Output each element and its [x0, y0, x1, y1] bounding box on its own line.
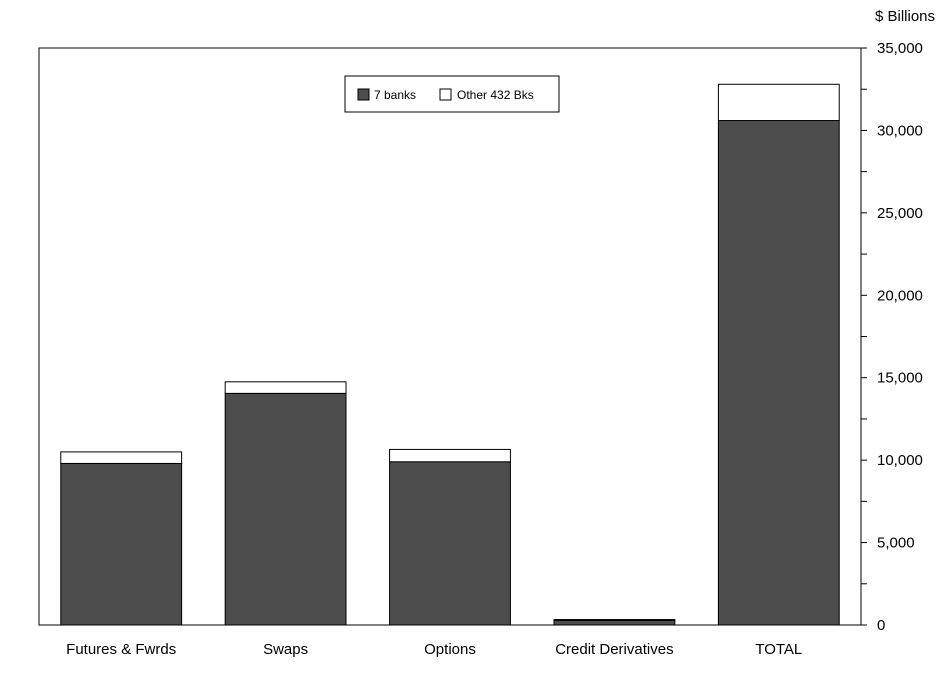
y-axis-tick-labels: 0 5,000 10,000 15,000 20,000 25,000 30,000 35,0… [877, 40, 923, 634]
bars [60, 83, 840, 626]
bar-segment-7-banks [60, 462, 183, 626]
x-axis-category-labels: Futures & Fwrds Swaps Options Credit Deriva… [66, 641, 802, 658]
y-tick-label: 15,000 [877, 370, 923, 387]
y-tick-label: 30,000 [877, 122, 923, 139]
y-axis-ticks [861, 47, 867, 626]
bar-segment-7-banks [553, 619, 676, 626]
bar-segment-other-432-bks [60, 451, 183, 464]
x-category-label: Futures & Fwrds [66, 641, 176, 658]
x-category-label: Credit Derivatives [555, 641, 673, 658]
y-tick-label: 10,000 [877, 452, 923, 469]
y-tick-label: 25,000 [877, 205, 923, 222]
x-category-label: TOTAL [755, 641, 802, 658]
legend-label-other-432-bks: Other 432 Bks [457, 88, 534, 102]
x-category-label: Options [424, 641, 476, 658]
x-category-label: Swaps [263, 641, 308, 658]
bar-segment-other-432-bks [224, 381, 347, 394]
y-tick-label: 20,000 [877, 287, 923, 304]
bar-segment-7-banks [389, 461, 511, 626]
y-axis-unit-label: $ Billions [875, 8, 935, 25]
y-tick-label: 5,000 [877, 535, 915, 552]
legend-box [344, 75, 560, 113]
y-tick-label: 35,000 [877, 40, 923, 57]
legend-label-7-banks: 7 banks [374, 88, 416, 102]
bar-segment-7-banks [224, 392, 347, 626]
bar-segment-other-432-bks [717, 83, 840, 122]
bar-segment-7-banks [717, 120, 840, 626]
legend-swatch-other-432-bks [439, 88, 452, 101]
legend: 7 banks Other 432 Bks [344, 75, 560, 113]
bar-segment-other-432-bks [389, 448, 511, 463]
bar-segment-other-432-bks [553, 619, 676, 621]
y-tick-label: 0 [877, 617, 885, 634]
legend-swatch-7-banks [357, 88, 370, 101]
